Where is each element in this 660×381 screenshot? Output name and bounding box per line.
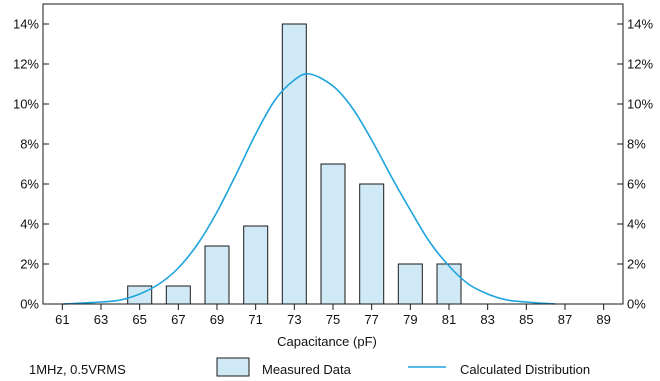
y-tick-label-left: 10% [13, 97, 39, 112]
bars-layer [127, 23, 462, 305]
x-tick-label: 87 [558, 312, 572, 327]
y-tick-label-right: 14% [627, 17, 653, 32]
x-tick-label: 61 [55, 312, 69, 327]
y-tick-label-left: 6% [20, 177, 39, 192]
x-axis-label: Capacitance (pF) [277, 334, 377, 349]
x-tick-label: 85 [519, 312, 533, 327]
x-tick-label: 75 [326, 312, 340, 327]
legend: 1MHz, 0.5VRMS Measured Data Calculated D… [29, 357, 590, 377]
x-tick-label: 83 [480, 312, 494, 327]
x-tick-label: 79 [403, 312, 417, 327]
bar-81 [436, 263, 462, 305]
legend-measured-swatch [216, 357, 250, 377]
x-tick-label: 89 [596, 312, 610, 327]
bar-77 [359, 183, 385, 305]
line-layer [62, 72, 556, 305]
bar-69 [204, 245, 230, 305]
y-tick-label-right: 8% [627, 137, 646, 152]
legend-condition-text: 1MHz, 0.5VRMS [29, 362, 126, 377]
bar-71 [243, 225, 269, 305]
y-tick-label-right: 0% [627, 297, 646, 312]
x-tick-label: 67 [171, 312, 185, 327]
y-tick-label-right: 2% [627, 257, 646, 272]
y-tick-label-left: 12% [13, 57, 39, 72]
bar-67 [165, 285, 191, 305]
x-tick-label: 71 [248, 312, 262, 327]
y-tick-label-right: 12% [627, 57, 653, 72]
x-tick-label: 65 [132, 312, 146, 327]
x-tick-label: 81 [442, 312, 456, 327]
x-tick-label: 73 [287, 312, 301, 327]
ticks-layer: 0% 0% 2% 2% 4% 4% 6% 6% 8% 8% 10% 10% 12% 12% 14% 14% 61… [13, 17, 653, 328]
bar-73 [281, 23, 307, 305]
bar-75 [320, 163, 346, 305]
y-tick-label-left: 2% [20, 257, 39, 272]
x-tick-label: 63 [94, 312, 108, 327]
x-tick-label: 69 [210, 312, 224, 327]
y-tick-label-left: 4% [20, 217, 39, 232]
legend-calculated-label: Calculated Distribution [460, 362, 590, 377]
x-tick-label: 77 [364, 312, 378, 327]
bar-65 [127, 285, 153, 305]
y-tick-label-left: 8% [20, 137, 39, 152]
legend-measured-label: Measured Data [262, 362, 352, 377]
y-tick-label-right: 4% [627, 217, 646, 232]
calculated-distribution-line [62, 72, 556, 305]
y-tick-label-left: 14% [13, 17, 39, 32]
y-tick-label-left: 0% [20, 297, 39, 312]
y-tick-label-right: 6% [627, 177, 646, 192]
y-tick-label-right: 10% [627, 97, 653, 112]
bar-79 [397, 263, 423, 305]
